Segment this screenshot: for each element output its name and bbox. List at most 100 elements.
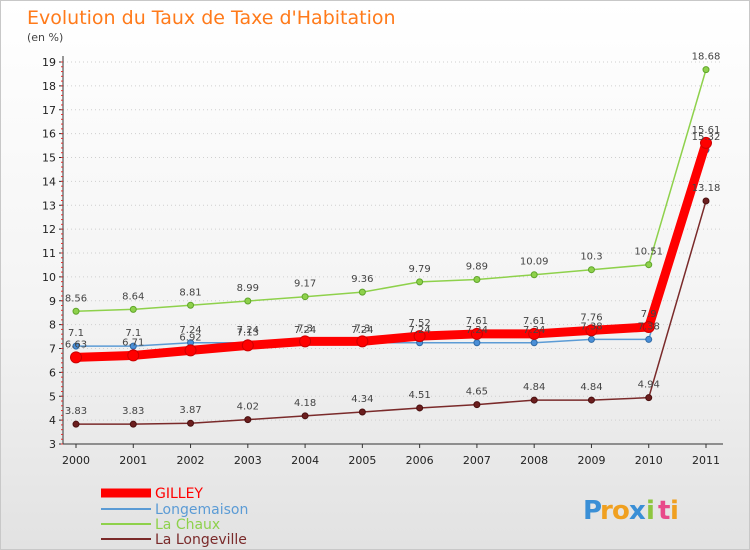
point-la-chaux-2009 — [587, 266, 595, 274]
point-longemaison-2000 — [72, 342, 80, 350]
data-label-la-chaux-2007: 9.89 — [466, 262, 488, 273]
point-la-longeville-2003 — [244, 416, 252, 424]
data-label-longemaison-2007: 7.24 — [466, 325, 488, 336]
legend-label-gilley: GILLEY — [155, 486, 203, 502]
legend-label-longemaison: Longemaison — [155, 502, 248, 518]
chart-subtitle: (en %) — [27, 31, 63, 44]
point-la-longeville-2010 — [645, 394, 653, 402]
point-la-chaux-2008 — [530, 271, 538, 279]
point-longemaison-2008 — [530, 339, 538, 347]
data-label-longemaison-2008: 7.24 — [523, 325, 545, 336]
point-gilley-2008 — [528, 327, 541, 340]
y-tick-label-6: 6 — [49, 366, 56, 379]
y-tick-label-13: 13 — [42, 199, 56, 212]
data-label-la-longeville-2004: 4.18 — [294, 398, 316, 409]
point-gilley-2004 — [299, 335, 312, 348]
axes — [62, 56, 723, 445]
point-gilley-2009 — [585, 324, 598, 337]
point-la-longeville-2007 — [473, 401, 481, 409]
legend-label-la-chaux: La Chaux — [155, 517, 220, 533]
x-tick-label-2003: 2003 — [234, 454, 262, 467]
logo-letter: i — [670, 496, 679, 526]
y-tick-label-12: 12 — [42, 223, 56, 236]
x-tick-label-2011: 2011 — [692, 454, 720, 467]
series-layer — [70, 66, 712, 428]
data-label-la-chaux-2003: 8.99 — [237, 283, 259, 294]
point-gilley-2002 — [184, 344, 197, 357]
y-tick-label-8: 8 — [49, 319, 56, 332]
data-label-longemaison-2002: 7.24 — [179, 325, 201, 336]
point-la-chaux-2011 — [702, 66, 710, 74]
point-la-chaux-2002 — [187, 301, 195, 309]
data-label-la-chaux-2004: 9.17 — [294, 279, 316, 290]
point-la-longeville-2011 — [702, 197, 710, 205]
data-label-gilley-2009: 7.76 — [580, 312, 602, 323]
data-label-longemaison-2005: 7.24 — [351, 325, 373, 336]
grid — [63, 61, 723, 421]
y-tick-label-10: 10 — [42, 271, 56, 284]
x-axis-ticks: 2000 2001 2002 2003 2004 2005 2006 2007 2008 2009… — [62, 444, 720, 467]
data-labels-layer: 3.83 3.83 3.87 4.02 4.18 4.34 4.51 4.65 4.84 4.84… — [65, 52, 720, 418]
logo-letter: x — [629, 496, 646, 526]
data-label-la-chaux-2000: 8.56 — [65, 293, 87, 304]
y-tick-label-5: 5 — [49, 390, 56, 403]
data-label-gilley-2007: 7.61 — [466, 316, 488, 327]
y-tick-label-16: 16 — [42, 128, 56, 141]
proxiti-logo: Pr o x i t i — [583, 496, 679, 526]
data-label-la-chaux-2009: 10.3 — [580, 252, 602, 263]
data-label-la-chaux-2001: 8.64 — [122, 291, 144, 302]
series-line-gilley — [71, 138, 711, 362]
point-gilley-2005 — [356, 335, 369, 348]
data-label-la-chaux-2002: 8.81 — [179, 287, 201, 298]
y-tick-label-14: 14 — [42, 175, 56, 188]
point-la-longeville-2008 — [530, 396, 538, 404]
point-la-longeville-2004 — [301, 412, 309, 420]
x-tick-label-2009: 2009 — [577, 454, 605, 467]
y-tick-label-15: 15 — [42, 152, 56, 165]
data-label-la-longeville-2010: 4.94 — [638, 380, 660, 391]
point-longemaison-2007 — [473, 339, 481, 347]
y-tick-label-11: 11 — [42, 247, 56, 260]
x-tick-label-2002: 2002 — [177, 454, 205, 467]
logo-letter: i — [646, 496, 655, 526]
data-label-la-longeville-2008: 4.84 — [523, 382, 545, 393]
data-label-la-longeville-2006: 4.51 — [409, 390, 431, 401]
series-line-longemaison — [75, 149, 707, 347]
point-longemaison-2001 — [129, 342, 137, 350]
x-tick-label-2001: 2001 — [119, 454, 147, 467]
data-label-la-longeville-2001: 3.83 — [122, 406, 144, 417]
data-label-gilley-2006: 7.52 — [409, 318, 431, 329]
data-label-longemaison-2006: 7.24 — [409, 325, 431, 336]
point-la-longeville-2005 — [358, 408, 366, 416]
point-gilley-2010 — [642, 321, 655, 334]
data-label-longemaison-2011: 15.32 — [692, 132, 721, 143]
point-la-chaux-2001 — [129, 305, 137, 313]
point-la-longeville-2009 — [587, 396, 595, 404]
data-label-longemaison-2004: 7.24 — [294, 325, 316, 336]
x-tick-label-2010: 2010 — [635, 454, 663, 467]
point-gilley-2001 — [127, 349, 140, 362]
data-label-longemaison-2009: 7.38 — [580, 321, 602, 332]
x-tick-label-2005: 2005 — [348, 454, 376, 467]
point-gilley-2006 — [413, 330, 426, 343]
data-label-longemaison-2003: 7.24 — [237, 325, 259, 336]
point-gilley-2003 — [241, 339, 254, 352]
y-axis-ticks: 3 4 5 6 7 8 9 10 11 12 13 14 15 16 17 18 19 — [42, 56, 63, 451]
x-tick-label-2007: 2007 — [463, 454, 491, 467]
y-tick-label-7: 7 — [49, 343, 56, 356]
x-tick-label-2006: 2006 — [406, 454, 434, 467]
data-label-la-chaux-2006: 9.79 — [409, 264, 431, 275]
data-label-la-longeville-2007: 4.65 — [466, 387, 488, 398]
data-label-gilley-2002: 6.92 — [179, 332, 201, 343]
point-la-chaux-2006 — [416, 278, 424, 286]
data-label-la-longeville-2009: 4.84 — [580, 382, 602, 393]
y-tick-label-19: 19 — [42, 56, 56, 69]
point-la-longeville-2006 — [416, 404, 424, 412]
y-tick-label-18: 18 — [42, 80, 56, 93]
data-label-gilley-2003: 7.13 — [237, 327, 259, 338]
data-label-gilley-2010: 7.9 — [641, 309, 657, 320]
logo-letter: t — [658, 496, 670, 526]
data-label-la-chaux-2005: 9.36 — [351, 274, 373, 285]
